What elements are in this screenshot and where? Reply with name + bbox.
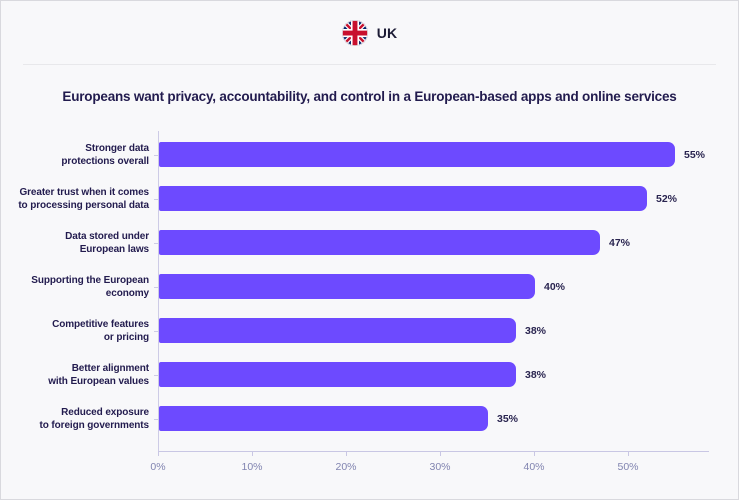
- x-axis-tick-label: 10%: [241, 461, 263, 473]
- bar-value-label: 38%: [525, 324, 547, 337]
- x-axis-tick: [440, 451, 441, 456]
- bar-label: Competitive features or pricing: [52, 318, 149, 343]
- bar: [159, 274, 535, 299]
- bar-row: Better alignment with European values 38…: [1, 362, 738, 387]
- bar-row: Greater trust when it comes to processin…: [1, 186, 738, 211]
- bar-value-label: 38%: [525, 368, 547, 381]
- x-axis-line: [158, 451, 709, 452]
- y-axis-tick: [154, 155, 158, 156]
- bar: [159, 406, 488, 431]
- bar-value-label: 40%: [544, 280, 566, 293]
- y-axis-tick: [154, 419, 158, 420]
- x-axis-tick-label: 50%: [617, 461, 639, 473]
- x-axis-tick: [534, 451, 535, 456]
- x-axis-tick: [628, 451, 629, 456]
- bar-row: Data stored under European laws 47%: [1, 230, 738, 255]
- bar-row: Reduced exposure to foreign governments …: [1, 406, 738, 431]
- bar-chart: Stronger data protections overall 55% Gr…: [1, 119, 738, 487]
- y-axis-tick: [154, 331, 158, 332]
- bar-label: Reduced exposure to foreign governments: [39, 406, 150, 431]
- bar-row: Stronger data protections overall 55%: [1, 142, 738, 167]
- y-axis-tick: [154, 243, 158, 244]
- bar-label: Stronger data protections overall: [61, 142, 149, 167]
- bar: [159, 142, 675, 167]
- bar-label: Supporting the European economy: [31, 274, 149, 299]
- x-axis-tick-label: 0%: [150, 461, 166, 473]
- x-axis-tick: [346, 451, 347, 456]
- x-axis-tick-label: 40%: [523, 461, 545, 473]
- y-axis-tick: [154, 287, 158, 288]
- y-axis-line: [158, 131, 159, 451]
- country-label: UK: [376, 24, 398, 41]
- bar: [159, 230, 600, 255]
- bar: [159, 362, 516, 387]
- bar-label: Better alignment with European values: [48, 362, 149, 387]
- header: UK: [1, 1, 738, 64]
- x-axis-tick: [158, 451, 159, 456]
- x-axis-tick-label: 30%: [429, 461, 451, 473]
- y-axis-tick: [154, 375, 158, 376]
- uk-flag-icon: [341, 19, 368, 46]
- bar-value-label: 47%: [609, 236, 631, 249]
- bar-row: Supporting the European economy 40%: [1, 274, 738, 299]
- y-axis-tick: [154, 199, 158, 200]
- chart-title: Europeans want privacy, accountability, …: [62, 89, 677, 104]
- bar-value-label: 55%: [684, 148, 706, 161]
- bar: [159, 186, 647, 211]
- x-axis-tick: [252, 451, 253, 456]
- bar-row: Competitive features or pricing 38%: [1, 318, 738, 343]
- bar-value-label: 52%: [656, 192, 678, 205]
- bar-value-label: 35%: [497, 412, 519, 425]
- bar-label: Data stored under European laws: [65, 230, 149, 255]
- header-divider: [23, 64, 716, 65]
- bar: [159, 318, 516, 343]
- x-axis-tick-label: 20%: [335, 461, 357, 473]
- bar-label: Greater trust when it comes to processin…: [18, 186, 149, 211]
